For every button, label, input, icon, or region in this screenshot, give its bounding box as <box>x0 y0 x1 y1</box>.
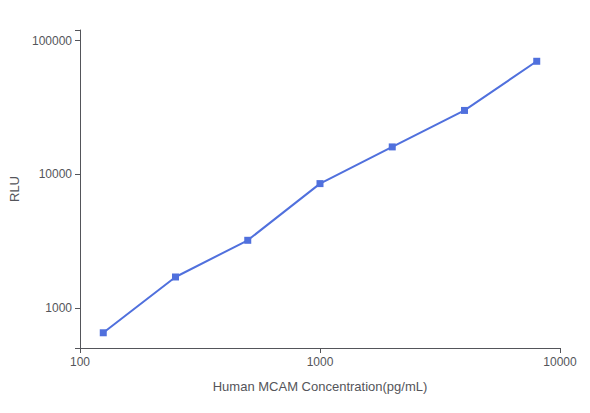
svg-text:Human MCAM Concentration(pg/mL: Human MCAM Concentration(pg/mL) <box>213 379 428 394</box>
svg-text:1000: 1000 <box>45 301 72 315</box>
svg-text:10000: 10000 <box>543 355 577 369</box>
svg-text:100000: 100000 <box>32 34 72 48</box>
svg-text:100: 100 <box>70 355 90 369</box>
svg-text:1000: 1000 <box>307 355 334 369</box>
svg-text:10000: 10000 <box>39 167 73 181</box>
svg-text:RLU: RLU <box>7 176 22 202</box>
